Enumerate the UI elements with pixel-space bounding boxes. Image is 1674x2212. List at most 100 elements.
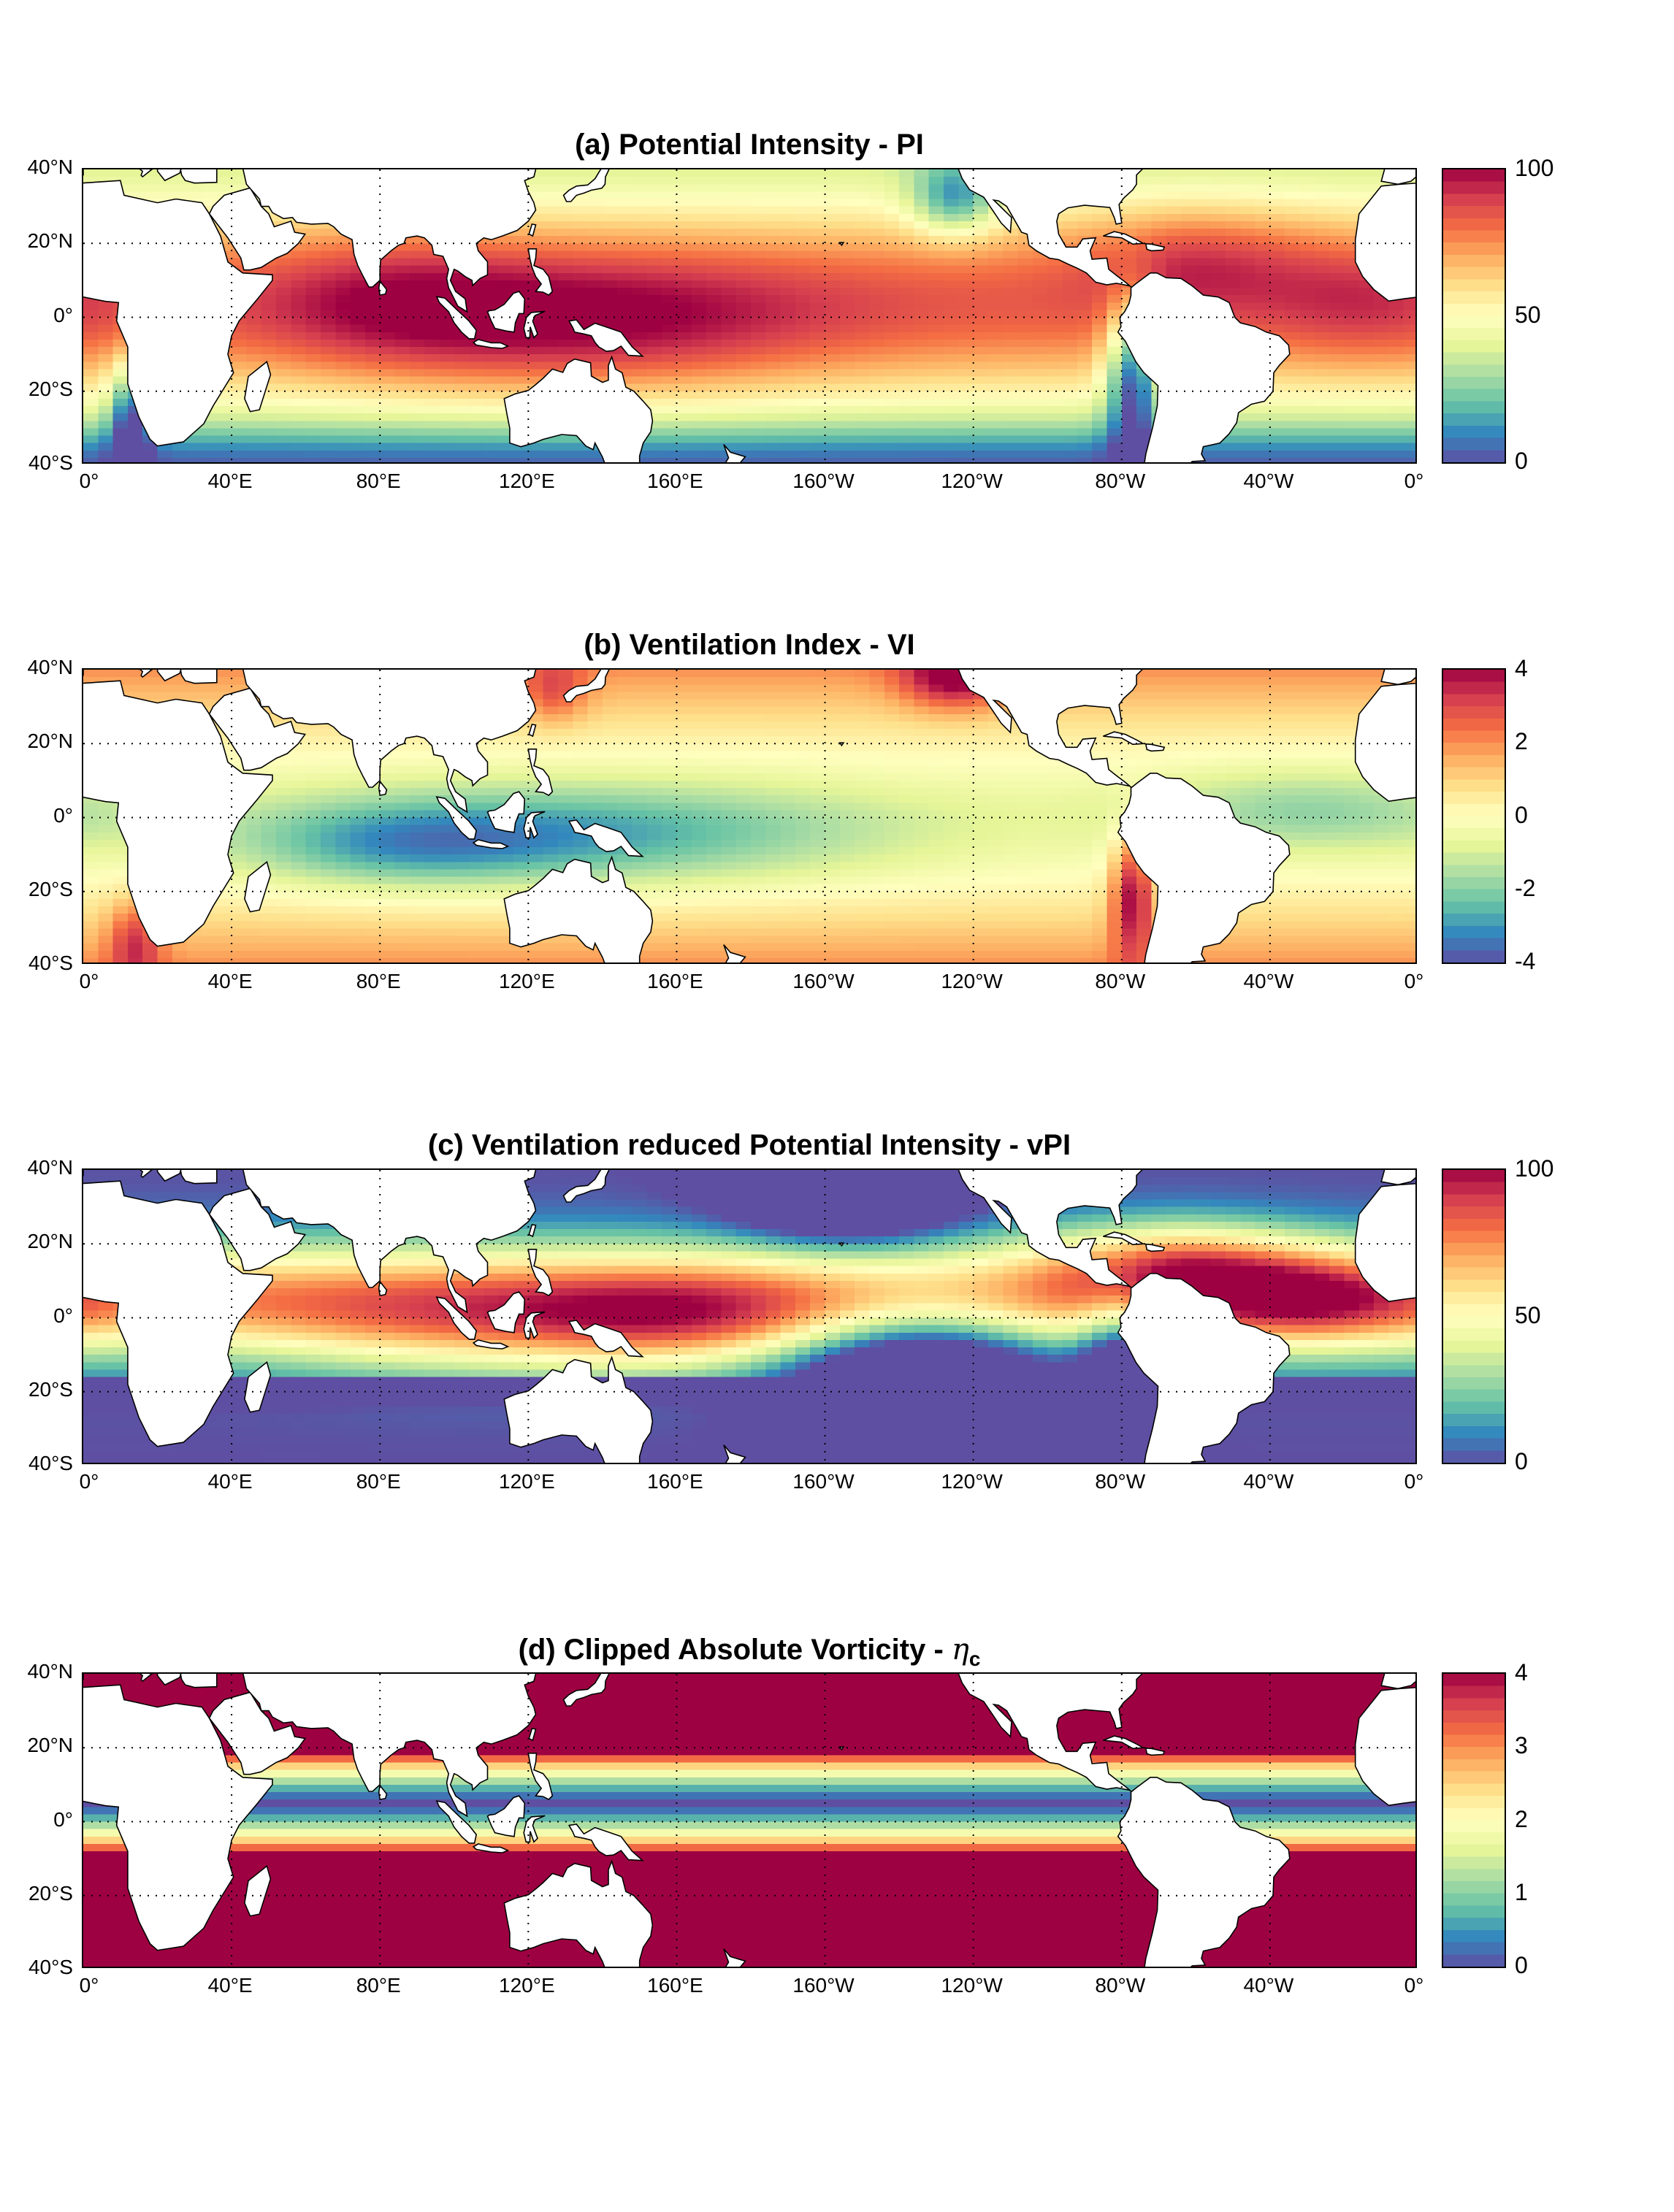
colorbar xyxy=(1442,668,1506,964)
landmass-borneo xyxy=(486,1795,526,1837)
eta-symbol: η xyxy=(951,1633,969,1666)
lat-tick-label: 20°N xyxy=(27,229,73,253)
lon-tick-label: 0° xyxy=(1404,1470,1424,1493)
colorbar-tick-label: 0 xyxy=(1515,1952,1528,1978)
landmass-europe2 xyxy=(139,1674,218,1688)
landmass-hawaii xyxy=(838,1746,845,1751)
landmass-asia xyxy=(242,1170,537,1314)
lon-tick-label: 160°E xyxy=(647,1974,703,1997)
lat-tick-label: 20°S xyxy=(28,377,73,400)
landmass-cuba xyxy=(1103,1231,1145,1246)
lat-tick-label: 40°S xyxy=(28,1956,73,1978)
map-area xyxy=(82,1168,1417,1464)
landmass-java xyxy=(472,1843,510,1853)
lat-tick-label: 20°S xyxy=(28,1881,73,1905)
graticule xyxy=(83,670,1415,963)
graticule xyxy=(83,1170,1415,1463)
landmass-nz xyxy=(723,444,746,462)
landmass-borneo xyxy=(486,291,526,333)
landmass-sumatra xyxy=(435,1800,478,1844)
graticule xyxy=(83,169,1415,462)
panel-title: (a) Potential Intensity - PI xyxy=(82,129,1417,161)
lon-tick-label: 0° xyxy=(79,470,99,492)
landmass-cuba xyxy=(1103,231,1145,245)
landmass-northamerica xyxy=(958,1674,1143,1794)
lon-tick-label: 120°W xyxy=(941,470,1003,492)
landmass-sulawesi xyxy=(523,310,546,339)
landmass-madagascar xyxy=(244,1864,272,1917)
landmass-taiwan xyxy=(528,223,537,237)
landmass-europe xyxy=(1380,670,1415,686)
lat-tick-label: 40°S xyxy=(28,1452,73,1474)
map-panel-vi: (b) Ventilation Index - VI 40°N 20°N 0° 20°S… xyxy=(0,629,1674,1086)
lon-tick-label: 160°E xyxy=(647,1470,703,1493)
landmass-sumatra xyxy=(435,796,478,840)
landmass-sulawesi xyxy=(523,1311,546,1339)
landmass-hispaniola xyxy=(1144,1243,1166,1252)
landmass-japan xyxy=(562,670,610,703)
landmass-cuba xyxy=(1103,1735,1145,1750)
colorbar-tick-label: 50 xyxy=(1515,1301,1541,1328)
lat-tick-label: 0° xyxy=(53,303,73,326)
lat-tick-label: 20°N xyxy=(27,1734,73,1757)
lon-tick-label: 80°E xyxy=(356,970,401,992)
map-area xyxy=(82,1672,1417,1968)
lat-tick-label: 40°N xyxy=(27,156,73,178)
colorbar-tick-label: 4 xyxy=(1515,655,1528,681)
landmass-northamerica xyxy=(958,1170,1143,1290)
landmass-sumatra xyxy=(435,296,478,340)
landmass-borneo xyxy=(486,1291,526,1333)
landmass-australia xyxy=(503,855,654,963)
lon-tick-label: 40°E xyxy=(207,470,253,492)
landmass-europe2 xyxy=(139,1170,218,1185)
lon-tick-label: 120°E xyxy=(499,1470,555,1493)
lon-tick-label: 80°W xyxy=(1095,970,1146,992)
landmass-europe xyxy=(1380,169,1415,185)
lon-tick-label: 160°W xyxy=(792,1974,855,1997)
landmass-java xyxy=(472,339,510,349)
landmass-europe xyxy=(1380,1170,1415,1186)
lat-tick-label: 40°N xyxy=(27,1156,73,1179)
lon-tick-label: 0° xyxy=(79,970,99,992)
lon-tick-label: 80°W xyxy=(1095,1974,1146,1997)
landmass-madagascar xyxy=(244,860,272,913)
lon-tick-label: 160°W xyxy=(792,970,855,992)
lat-tick-label: 0° xyxy=(53,1807,73,1831)
landmass-asia xyxy=(242,169,537,313)
land-mask xyxy=(83,169,1415,462)
landmass-taiwan xyxy=(528,1223,537,1238)
panel-title-text: (d) Clipped Absolute Vorticity - xyxy=(518,1634,952,1666)
landmass-madagascar xyxy=(244,360,272,413)
landmass-africa xyxy=(1354,683,1415,803)
landmass-madagascar xyxy=(244,1361,272,1413)
colorbar-tick-label: 50 xyxy=(1515,301,1541,328)
landmass-japan xyxy=(562,1170,610,1203)
panel-title-text: (b) Ventilation Index - VI xyxy=(584,629,915,661)
field-map xyxy=(83,1674,1415,1967)
lon-tick-label: 160°E xyxy=(647,970,703,992)
lon-tick-label: 120°E xyxy=(499,470,555,492)
colorbar-tick-label: 100 xyxy=(1515,155,1554,181)
lon-tick-label: 80°W xyxy=(1095,470,1146,492)
lon-tick-label: 160°W xyxy=(792,470,855,492)
lat-tick-label: 0° xyxy=(53,803,73,827)
field-map xyxy=(83,670,1415,963)
lat-tick-label: 20°N xyxy=(27,730,73,753)
landmass-philippines xyxy=(527,1249,554,1297)
landmass-taiwan xyxy=(528,723,537,738)
panel-title: (c) Ventilation reduced Potential Intens… xyxy=(82,1129,1417,1162)
lat-tick-label: 40°N xyxy=(27,656,73,678)
lon-tick-label: 40°E xyxy=(207,1974,253,1997)
colorbar xyxy=(1442,1168,1506,1464)
landmass-europe2 xyxy=(139,169,218,184)
land-mask xyxy=(83,670,1415,963)
lon-tick-label: 0° xyxy=(1404,970,1424,992)
map-area xyxy=(82,168,1417,464)
colorbar-tick-label: -4 xyxy=(1515,948,1536,974)
landmass-africa xyxy=(83,1684,273,1951)
landmass-africa xyxy=(83,1180,273,1447)
colorbar-tick-label: 0 xyxy=(1515,801,1528,828)
map-panel-vpi: (c) Ventilation reduced Potential Intens… xyxy=(0,1129,1674,1586)
lon-tick-label: 40°E xyxy=(207,970,253,992)
lat-tick-label: 20°S xyxy=(28,877,73,900)
